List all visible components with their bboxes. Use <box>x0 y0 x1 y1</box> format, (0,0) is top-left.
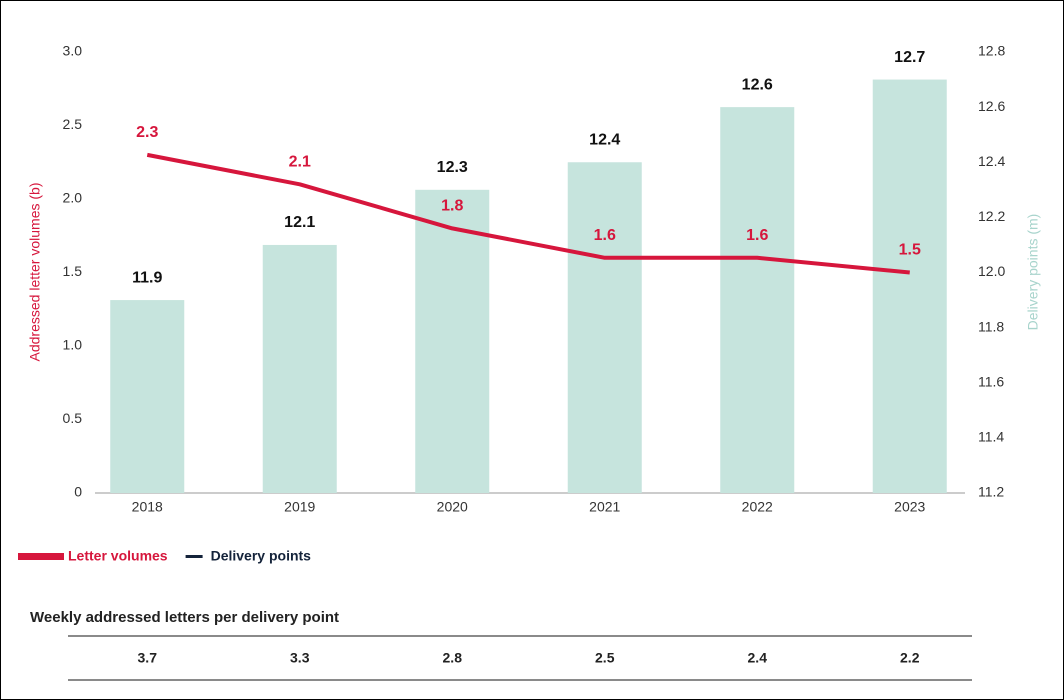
legend-label: Delivery points <box>211 548 312 564</box>
bar <box>567 162 642 493</box>
y-tick-label: 0 <box>74 484 82 500</box>
y-tick-label: 2.0 <box>63 190 83 206</box>
x-tick-label: 2019 <box>284 499 315 515</box>
bar <box>872 79 947 493</box>
y2-tick-label: 11.4 <box>978 429 1004 445</box>
y2-tick-label: 11.8 <box>978 318 1004 334</box>
x-tick-label: 2020 <box>437 499 468 515</box>
data-label: 2.3 <box>136 124 158 141</box>
table-cell: 2.8 <box>443 650 463 666</box>
y-tick-label: 0.5 <box>63 410 83 426</box>
table-cell: 2.4 <box>748 650 768 666</box>
data-label: 12.6 <box>742 76 773 93</box>
data-label: 2.1 <box>289 154 311 171</box>
y2-tick-label: 12.8 <box>978 43 1005 59</box>
table-cell: 2.5 <box>595 650 615 666</box>
y2-axis-label: Delivery points (m) <box>1025 214 1041 331</box>
y-axis-label: Addressed letter volumes (b) <box>27 183 43 362</box>
table-cell: 3.7 <box>138 650 158 666</box>
bar <box>262 244 337 493</box>
legend-swatch <box>18 553 64 560</box>
data-label: 1.6 <box>746 227 768 244</box>
table-title: Weekly addressed letters per delivery po… <box>30 609 339 626</box>
bar <box>110 300 185 493</box>
data-label: 12.1 <box>284 214 315 231</box>
bar <box>415 189 490 493</box>
bar <box>720 107 795 493</box>
table-cell: 2.2 <box>900 650 920 666</box>
x-tick-label: 2021 <box>589 499 620 515</box>
y-tick-label: 1.0 <box>63 337 83 353</box>
x-tick-label: 2023 <box>894 499 925 515</box>
y-tick-label: 2.5 <box>63 116 83 132</box>
y2-tick-label: 12.0 <box>978 263 1005 279</box>
data-label: 11.9 <box>132 269 162 286</box>
legend-swatch <box>185 555 203 558</box>
data-label: 12.3 <box>437 159 468 176</box>
y2-tick-label: 11.2 <box>978 484 1004 500</box>
y2-tick-label: 12.6 <box>978 98 1005 114</box>
y2-tick-label: 12.2 <box>978 208 1005 224</box>
data-label: 12.7 <box>894 49 925 66</box>
x-tick-label: 2018 <box>132 499 163 515</box>
data-label: 1.8 <box>441 198 463 215</box>
table-cell: 3.3 <box>290 650 310 666</box>
data-label: 12.4 <box>589 131 620 148</box>
y2-tick-label: 11.6 <box>978 373 1004 389</box>
x-tick-label: 2022 <box>742 499 773 515</box>
data-label: 1.5 <box>899 242 921 259</box>
y-tick-label: 1.5 <box>63 263 83 279</box>
data-label: 1.6 <box>594 227 616 244</box>
legend-label: Letter volumes <box>68 548 168 564</box>
y-tick-label: 3.0 <box>63 43 83 59</box>
line <box>146 152 910 275</box>
y2-tick-label: 12.4 <box>978 153 1005 169</box>
